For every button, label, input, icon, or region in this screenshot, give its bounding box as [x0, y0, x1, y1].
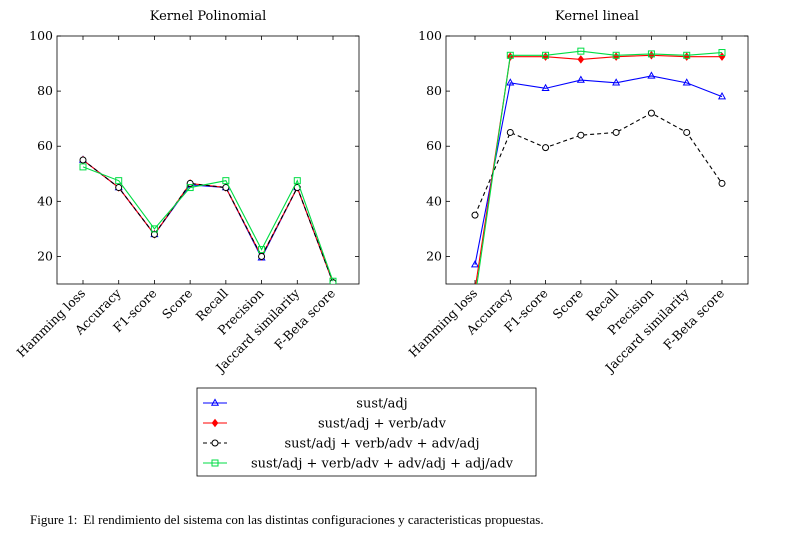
data-point [542, 144, 550, 152]
data-point [115, 177, 123, 185]
data-point [293, 177, 301, 185]
legend-marker [211, 459, 219, 467]
chart-kernel-lineal: Kernel lineal 20 40 60 80 100 Hamming lossAc… [406, 9, 749, 376]
data-point [647, 50, 655, 58]
series-line [474, 75, 723, 265]
series-layer [470, 47, 727, 284]
legend-entry: sust/adj + verb/adv [203, 417, 447, 432]
legend-label: sust/adj + verb/adv + adv/adj [284, 437, 479, 452]
y-axis: 20 40 60 80 100 [418, 28, 748, 263]
data-point [542, 52, 549, 61]
legend: sust/adj sust/adj + verb/adv sust/adj + ve… [196, 387, 537, 477]
series-2 [475, 51, 726, 284]
legend-label: sust/adj + verb/adv + adv/adj + adj/adv [251, 457, 514, 472]
series-line [82, 159, 334, 283]
y-tick-label: 80 [426, 83, 442, 98]
series-3 [79, 156, 337, 284]
data-point [612, 78, 621, 86]
legend-box [196, 387, 537, 477]
series-line [82, 159, 334, 283]
data-point [470, 260, 480, 268]
x-tick-label: Score [550, 286, 586, 322]
series-line [475, 54, 722, 284]
data-point [718, 179, 726, 187]
plot-frame [445, 35, 749, 285]
data-point [647, 109, 655, 117]
data-point [115, 184, 123, 192]
data-point [506, 78, 515, 86]
legend-label: sust/adj + verb/adv [318, 417, 447, 432]
data-point [186, 184, 194, 192]
data-point [683, 128, 691, 136]
series-line [82, 166, 334, 282]
legend-label: sust/adj [356, 397, 407, 412]
y-tick-label: 80 [37, 83, 53, 98]
data-point [506, 51, 514, 59]
data-point [612, 128, 620, 136]
x-tick-label: Score [159, 286, 195, 322]
legend-entry: sust/adj + verb/adv + adv/adj [203, 437, 480, 452]
legend-marker [211, 439, 219, 447]
data-point [612, 52, 620, 61]
figure-caption: Figure 1: El rendimiento del sistema con … [30, 512, 550, 528]
y-tick-label: 60 [37, 138, 53, 153]
series-4 [476, 47, 726, 284]
data-point [682, 78, 691, 86]
series-line [474, 112, 723, 216]
data-point [577, 47, 585, 55]
data-point [541, 83, 550, 92]
legend-entry: sust/adj [203, 397, 408, 412]
data-point [79, 156, 87, 164]
plot-frame [56, 35, 360, 285]
data-point [683, 51, 691, 59]
data-point [647, 71, 656, 79]
caption-text: El rendimiento del sistema con las disti… [83, 512, 544, 527]
data-point [186, 179, 194, 187]
series-line [82, 159, 334, 283]
data-point [79, 163, 87, 171]
series-line [476, 50, 723, 284]
y-tick-label: 100 [418, 28, 442, 43]
y-tick-label: 20 [37, 248, 53, 263]
legend-marker [211, 418, 219, 428]
data-point [717, 91, 727, 100]
data-point [222, 177, 230, 185]
y-tick-label: 40 [426, 193, 442, 208]
figure-label: Figure 1: [30, 512, 78, 527]
data-point [577, 131, 585, 139]
series-1 [470, 71, 727, 268]
legend-marker [210, 398, 220, 406]
data-point [542, 51, 550, 59]
data-point [718, 52, 726, 61]
data-point [150, 225, 158, 233]
chart-kernel-polinomial: Kernel Polinomial 20 40 60 80 100 Hamming lo… [14, 9, 360, 376]
data-point [471, 211, 479, 219]
data-point [506, 128, 514, 136]
y-tick-label: 60 [426, 138, 442, 153]
data-point [648, 51, 655, 60]
y-tick-label: 100 [29, 28, 53, 43]
data-point [329, 277, 337, 284]
chart-title: Kernel lineal [555, 9, 639, 24]
y-axis: 20 40 60 80 100 [29, 28, 359, 263]
data-point [258, 252, 266, 260]
chart-title: Kernel Polinomial [150, 9, 267, 24]
legend-entry: sust/adj + verb/adv + adv/adj + adj/adv [203, 457, 514, 472]
y-tick-label: 20 [426, 248, 442, 263]
data-point [258, 246, 266, 254]
data-point [576, 75, 585, 83]
series-4 [79, 163, 337, 284]
series-3 [471, 109, 726, 219]
data-point [577, 55, 585, 64]
series-2 [79, 155, 337, 284]
series-1 [78, 155, 337, 284]
series-layer [78, 155, 337, 284]
data-point [718, 49, 726, 57]
x-axis: Hamming lossAccuracyF1-scoreScoreRecallP… [406, 36, 727, 376]
data-point [683, 52, 691, 61]
data-point [612, 51, 620, 59]
y-tick-label: 40 [37, 193, 53, 208]
